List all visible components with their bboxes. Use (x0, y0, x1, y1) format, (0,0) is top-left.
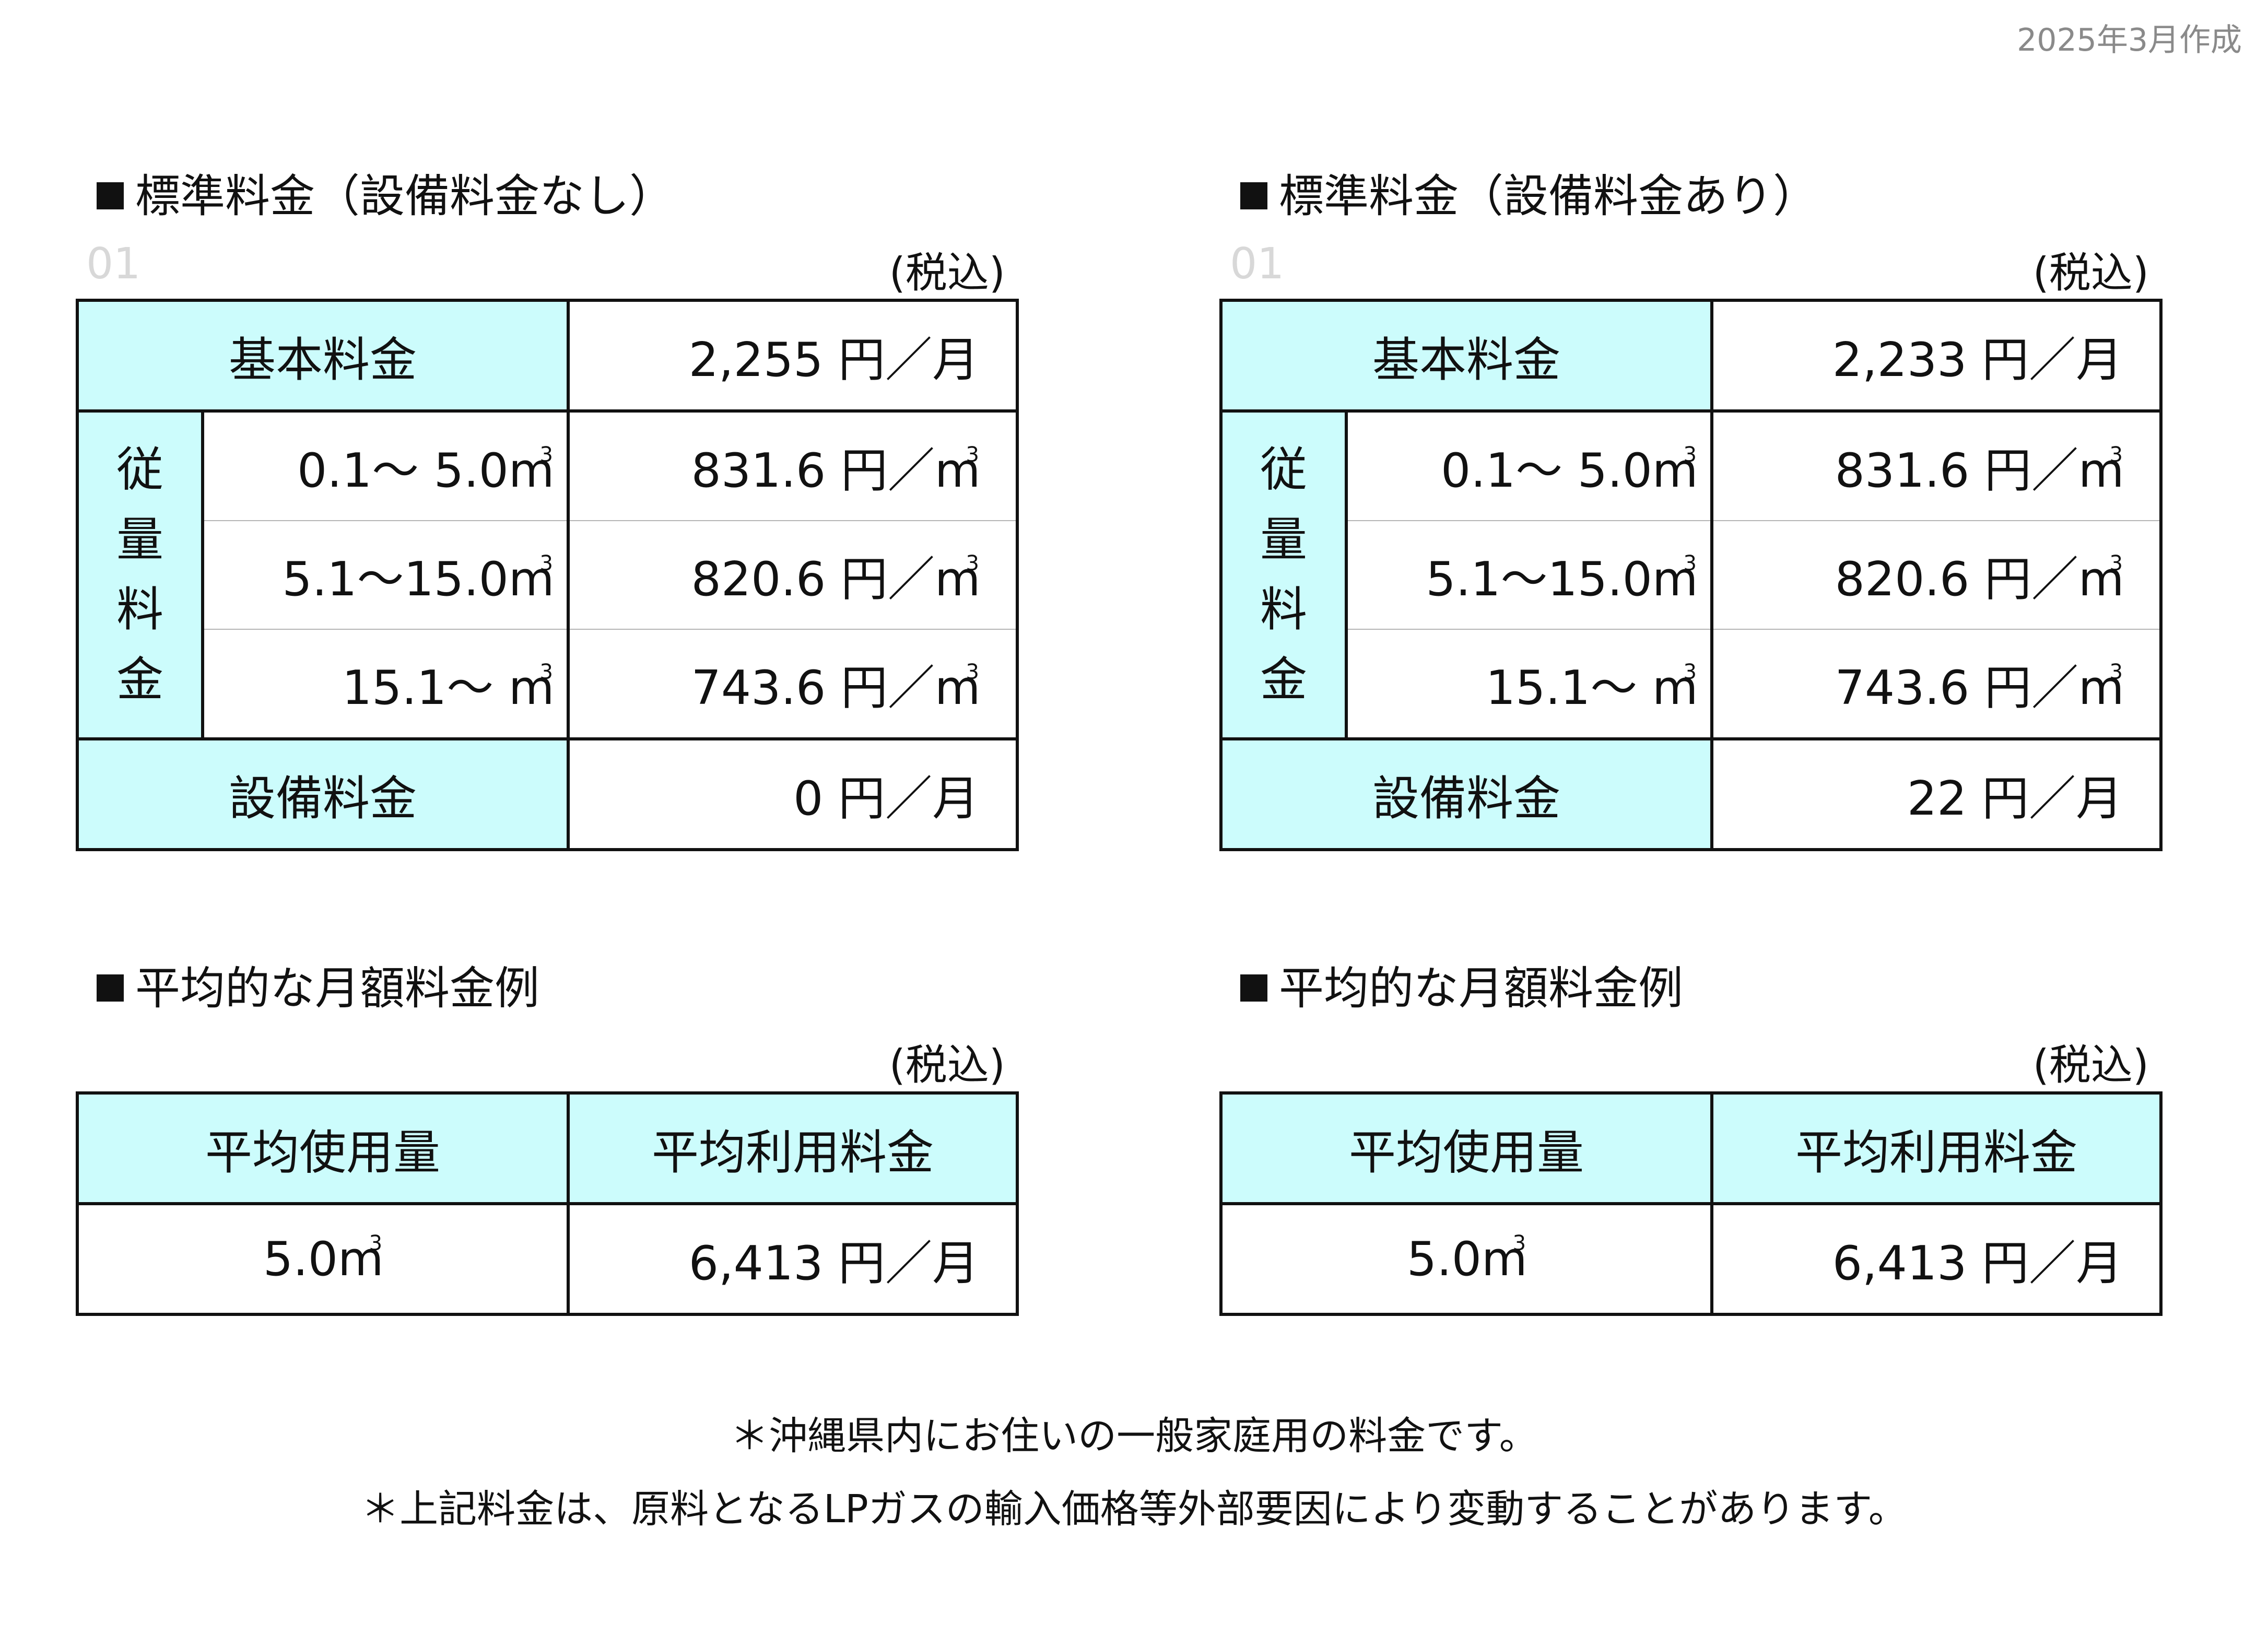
rate-table: 基本料金 2,233 円／月 従 量 料 金 0.1～ 5.0m3 831.6 … (1219, 299, 2163, 851)
tax-included-label: (税込) (2032, 249, 2149, 297)
average-example-heading: 平均的な月額料金例 (1240, 951, 1683, 1017)
average-example-heading: 平均的な月額料金例 (97, 951, 539, 1017)
usage-fee-label: 従 量 料 金 (1219, 409, 1348, 740)
basic-fee-label: 基本料金 (1219, 299, 1713, 413)
usage-range: 15.1～ m3 (201, 629, 570, 740)
average-example-title: 平均的な月額料金例 (135, 962, 539, 1015)
usage-price: 831.6 円／m3 (1710, 409, 2163, 521)
faint-label: 01 (1230, 239, 1285, 289)
note-residential: ＊沖縄県内にお住いの一般家庭用の料金です。 (730, 1414, 1538, 1458)
standard-rate-heading: 標準料金（設備料金なし） (97, 159, 674, 225)
basic-fee-label: 基本料金 (76, 299, 570, 413)
average-table: 平均使用量 平均利用料金 5.0m3 6,413 円／月 (1219, 1091, 2163, 1316)
average-usage-value: 5.0m3 (76, 1202, 570, 1316)
usage-price: 820.6 円／m3 (1710, 520, 2163, 630)
usage-price: 820.6 円／m3 (567, 520, 1019, 630)
usage-range: 15.1～ m3 (1345, 629, 1713, 740)
faint-label: 01 (86, 239, 141, 289)
average-usage-header: 平均使用量 (76, 1091, 570, 1205)
standard-rate-title: 標準料金（設備料金あり） (1279, 170, 1818, 222)
usage-range: 5.1～15.0m3 (1345, 520, 1713, 630)
standard-rate-title: 標準料金（設備料金なし） (135, 170, 674, 222)
average-table: 平均使用量 平均利用料金 5.0m3 6,413 円／月 (76, 1091, 1019, 1316)
usage-price: 743.6 円／m3 (567, 629, 1019, 740)
usage-range: 0.1～ 5.0m3 (1345, 409, 1713, 521)
average-usage-header: 平均使用量 (1219, 1091, 1713, 1205)
average-fee-header: 平均利用料金 (1710, 1091, 2163, 1205)
basic-fee-value: 2,233 円／月 (1710, 299, 2163, 413)
note-price-variation: ＊上記料金は、原料となるLPガスの輸入価格等外部要因により変動することがあります… (361, 1487, 1907, 1532)
average-fee-header: 平均利用料金 (567, 1091, 1019, 1205)
square-bullet-icon (97, 974, 124, 1002)
standard-rate-heading: 標準料金（設備料金あり） (1240, 159, 1818, 225)
square-bullet-icon (1240, 182, 1267, 209)
square-bullet-icon (1240, 974, 1267, 1002)
average-fee-value: 6,413 円／月 (567, 1202, 1019, 1316)
tax-included-label: (税込) (889, 249, 1005, 297)
usage-fee-label: 従 量 料 金 (76, 409, 204, 740)
tax-included-label: (税込) (889, 1041, 1005, 1089)
square-bullet-icon (97, 182, 124, 209)
usage-price: 831.6 円／m3 (567, 409, 1019, 521)
equipment-fee-value: 0 円／月 (567, 737, 1019, 851)
average-fee-value: 6,413 円／月 (1710, 1202, 2163, 1316)
average-usage-value: 5.0m3 (1219, 1202, 1713, 1316)
usage-range: 0.1～ 5.0m3 (201, 409, 570, 521)
basic-fee-value: 2,255 円／月 (567, 299, 1019, 413)
usage-range: 5.1～15.0m3 (201, 520, 570, 630)
equipment-fee-label: 設備料金 (1219, 737, 1713, 851)
usage-price: 743.6 円／m3 (1710, 629, 2163, 740)
rate-table: 基本料金 2,255 円／月 従 量 料 金 0.1～ 5.0m3 831.6 … (76, 299, 1019, 851)
creation-date: 2025年3月作成 (2017, 22, 2242, 58)
equipment-fee-value: 22 円／月 (1710, 737, 2163, 851)
tax-included-label: (税込) (2032, 1041, 2149, 1089)
equipment-fee-label: 設備料金 (76, 737, 570, 851)
average-example-title: 平均的な月額料金例 (1279, 962, 1683, 1015)
